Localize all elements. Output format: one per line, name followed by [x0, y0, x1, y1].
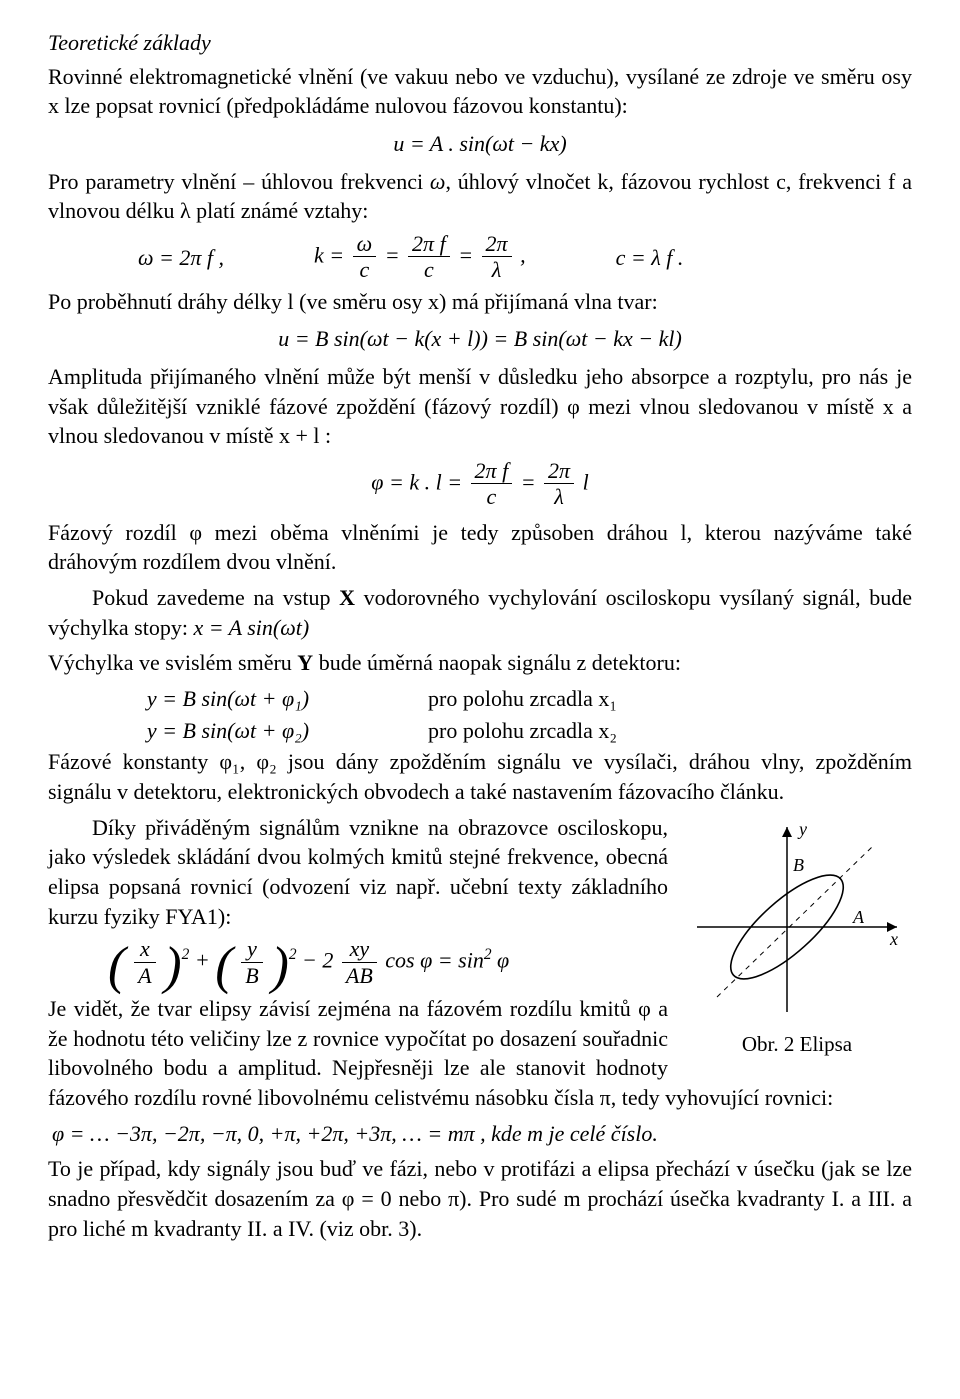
b2: =: [385, 242, 405, 267]
den: c: [471, 484, 513, 509]
eq3b: =: [521, 469, 541, 494]
num: x: [134, 937, 155, 962]
frac-2pif-c: 2π fc: [405, 232, 453, 282]
frac-2pi-lambda: 2πλ: [479, 232, 515, 282]
equation-6-label: pro polohu zrcadla x₂: [408, 716, 912, 746]
frac-y-B: yB: [238, 937, 265, 987]
num: 2π f: [471, 459, 513, 484]
eq7c: − 2: [302, 948, 339, 973]
equation-5: y = B sin(ωt + φ₁): [48, 684, 408, 714]
equation-4: x = A sin(ωt): [193, 615, 309, 640]
sq3: 2: [484, 946, 492, 963]
rparen2: ): [271, 938, 289, 996]
frac-omega-c: ωc: [350, 232, 380, 282]
lparen1: (: [108, 938, 126, 996]
equation-row-6: y = B sin(ωt + φ₂) pro polohu zrcadla x₂: [48, 716, 912, 746]
svg-text:A: A: [852, 907, 865, 927]
p2-a: Pro parametry vlnění – úhlovou frekvenci: [48, 169, 430, 194]
sq1: 2: [182, 946, 190, 963]
b3: =: [458, 242, 478, 267]
svg-text:x: x: [889, 929, 898, 949]
num: y: [241, 937, 262, 962]
b4: ,: [520, 242, 526, 267]
den: λ: [544, 484, 574, 509]
den: λ: [482, 257, 512, 282]
frac-x-A: xA: [131, 937, 158, 987]
den: c: [408, 257, 450, 282]
den: A: [134, 963, 155, 988]
figure-caption: Obr. 2 Elipsa: [682, 1030, 912, 1058]
paragraph-6: Pokud zavedeme na vstup X vodorovného vy…: [48, 583, 912, 642]
vztah-b: k = ωc = 2π fc = 2πλ ,: [314, 232, 526, 282]
paragraph-8: Fázové konstanty φ₁, φ₂ jsou dány zpoždě…: [48, 747, 912, 806]
svg-text:y: y: [797, 819, 807, 839]
p7b: bude úměrná naopak signálu z detektoru:: [313, 650, 681, 675]
den: c: [353, 257, 377, 282]
rparen1: ): [164, 938, 182, 996]
num: 2π f: [408, 232, 450, 257]
paragraph-7: Výchylka ve svislém směru Y bude úměrná …: [48, 648, 912, 678]
equation-3: φ = k . l = 2π fc = 2πλ l: [48, 459, 912, 509]
den: B: [241, 963, 262, 988]
svg-text:B: B: [793, 855, 804, 875]
frac-2pi-lambda-2: 2πλ: [541, 459, 577, 509]
eq3a: φ = k . l =: [371, 469, 467, 494]
equation-2: u = B sin(ωt − k(x + l)) = B sin(ωt − kx…: [48, 324, 912, 354]
omega-symbol: ω: [430, 169, 446, 194]
eq3c: l: [583, 469, 589, 494]
bold-Y: Y: [297, 650, 313, 675]
paragraph-2: Pro parametry vlnění – úhlovou frekvenci…: [48, 167, 912, 226]
ellipse-svg: x y A B: [687, 817, 907, 1017]
paragraph-5: Fázový rozdíl φ mezi oběma vlněními je t…: [48, 518, 912, 577]
eq7b: +: [195, 948, 215, 973]
equation-row-5: y = B sin(ωt + φ₁) pro polohu zrcadla x₁: [48, 684, 912, 714]
eq7e: φ: [492, 948, 510, 973]
num: ω: [353, 232, 377, 257]
num: xy: [342, 937, 377, 962]
lparen2: (: [215, 938, 233, 996]
paragraph-1: Rovinné elektromagnetické vlnění (ve vak…: [48, 62, 912, 121]
vztah-a: ω = 2π f ,: [138, 243, 224, 273]
vztah-c: c = λ f .: [616, 243, 684, 273]
figure-ellipse: x y A B Obr. 2 Elipsa: [682, 817, 912, 1059]
frac-xy-AB: xyAB: [339, 937, 380, 987]
sq2: 2: [289, 946, 297, 963]
equation-5-label: pro polohu zrcadla x₁: [408, 684, 912, 714]
den: AB: [342, 963, 377, 988]
paragraph-3: Po proběhnutí dráhy délky l (ve směru os…: [48, 287, 912, 317]
b1: k =: [314, 242, 350, 267]
eq7d: cos φ = sin: [385, 948, 484, 973]
num: 2π: [482, 232, 512, 257]
equation-1: u = A . sin(ωt − kx): [48, 129, 912, 159]
p6a: Pokud zavedeme na vstup: [92, 585, 339, 610]
equation-6: y = B sin(ωt + φ₂): [48, 716, 408, 746]
section-title: Teoretické základy: [48, 28, 912, 58]
equation-row-vztahy: ω = 2π f , k = ωc = 2π fc = 2πλ , c = λ …: [138, 232, 912, 282]
frac-2pif-c-2: 2π fc: [468, 459, 516, 509]
paragraph-4: Amplituda přijímaného vlnění může být me…: [48, 362, 912, 451]
bold-X: X: [339, 585, 355, 610]
p7a: Výchylka ve svislém směru: [48, 650, 297, 675]
paragraph-11: To je případ, kdy signály jsou buď ve fá…: [48, 1154, 912, 1243]
num: 2π: [544, 459, 574, 484]
equation-8: φ = … −3π, −2π, −π, 0, +π, +2π, +3π, … =…: [52, 1119, 912, 1149]
